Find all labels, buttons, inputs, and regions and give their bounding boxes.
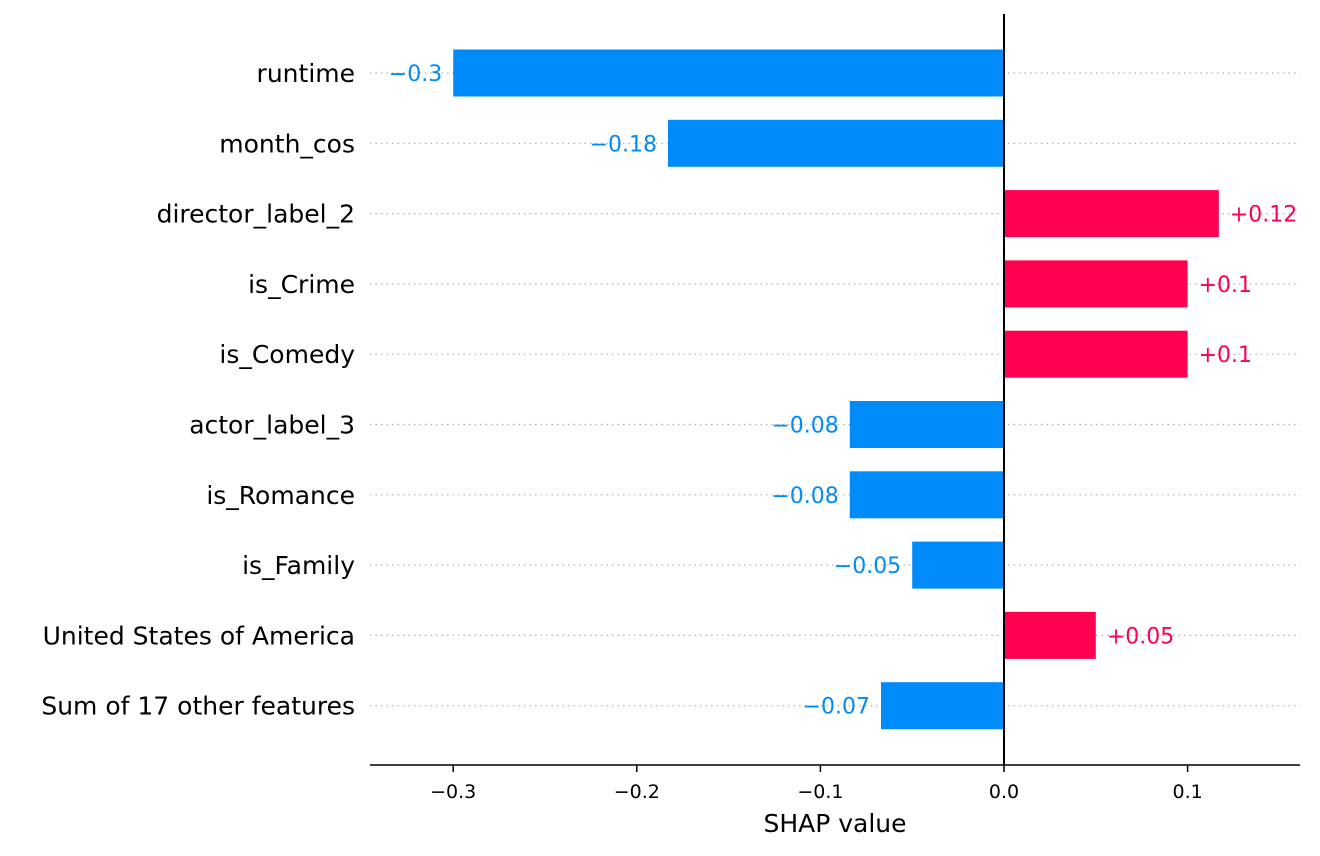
- feature-label: United States of America: [43, 621, 355, 650]
- feature-label: is_Comedy: [219, 340, 355, 369]
- feature-label: month_cos: [219, 129, 355, 158]
- x-tick-label: −0.1: [797, 781, 843, 803]
- value-label: −0.08: [771, 414, 838, 439]
- value-label: −0.18: [590, 132, 657, 157]
- bar-actor-label-3: [849, 401, 1004, 448]
- feature-label: is_Crime: [248, 270, 355, 299]
- feature-label: Sum of 17 other features: [41, 692, 355, 721]
- bar-is-family: [912, 541, 1004, 589]
- x-tick-label: −0.2: [614, 781, 660, 803]
- x-axis-title: SHAP value: [763, 809, 906, 838]
- bar-is-romance: [849, 471, 1004, 519]
- bar-sum-of-17-other-features: [880, 682, 1004, 730]
- bar-month-cos: [668, 119, 1004, 167]
- bar-runtime: [453, 49, 1004, 97]
- x-tick-label: −0.3: [430, 781, 476, 803]
- bar-is-comedy: [1004, 330, 1188, 378]
- feature-label-layer: runtime month_cos director_label_2 is_Crime…: [41, 59, 355, 721]
- feature-label: is_Romance: [206, 481, 355, 510]
- value-label: −0.05: [834, 554, 901, 579]
- bar-is-crime: [1004, 260, 1188, 308]
- feature-label: runtime: [257, 59, 355, 88]
- x-tick-label: 0.0: [989, 781, 1019, 803]
- grid-layer: [370, 72, 1300, 707]
- feature-label: actor_label_3: [189, 411, 355, 440]
- value-label: −0.07: [803, 695, 870, 720]
- value-label: −0.08: [771, 484, 838, 509]
- bar-layer: [453, 49, 1219, 730]
- feature-label: is_Family: [242, 551, 355, 580]
- x-axis-ticks: −0.3 −0.2 −0.1 0.0 0.1: [430, 765, 1203, 803]
- value-label: +0.05: [1107, 624, 1174, 649]
- value-label: +0.1: [1199, 273, 1252, 298]
- value-label: +0.12: [1230, 203, 1297, 228]
- value-label: +0.1: [1199, 343, 1252, 368]
- x-tick-label: 0.1: [1172, 781, 1202, 803]
- value-label: −0.3: [389, 62, 442, 87]
- bar-united-states-of-america: [1004, 611, 1096, 659]
- bar-director-label-2: [1004, 190, 1219, 238]
- feature-label: director_label_2: [157, 200, 355, 229]
- value-label-layer: −0.3 −0.18 +0.12 +0.1 +0.1 −0.08 −0.08 −0.05 +0.…: [389, 62, 1297, 720]
